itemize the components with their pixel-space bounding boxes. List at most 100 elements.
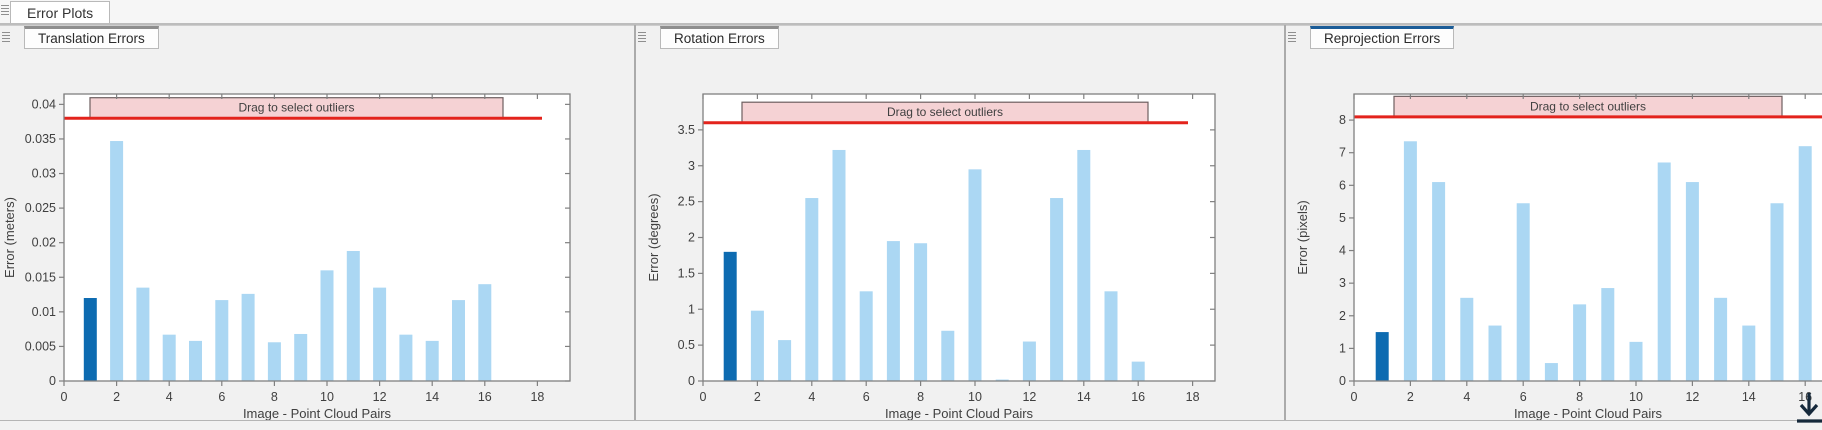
axes-box bbox=[1353, 93, 1822, 382]
bar bbox=[1432, 182, 1446, 381]
y-tick-label: 3 bbox=[1339, 276, 1346, 290]
y-tick-label: 0.015 bbox=[25, 270, 56, 284]
figure-tab-strip: Error Plots bbox=[0, 0, 1822, 23]
bar bbox=[1131, 361, 1145, 381]
x-tick-label: 14 bbox=[1742, 390, 1756, 404]
bar bbox=[1104, 291, 1118, 381]
outlier-banner-label: Drag to select outliers bbox=[887, 105, 1003, 119]
x-tick-label: 6 bbox=[218, 390, 225, 404]
bar bbox=[1742, 325, 1756, 381]
bar bbox=[1685, 182, 1699, 381]
export-down-arrow-icon[interactable] bbox=[1792, 390, 1822, 430]
x-tick-label: 0 bbox=[61, 390, 68, 404]
tab-reprojection-errors-label: Reprojection Errors bbox=[1324, 31, 1441, 46]
y-tick-label: 0.5 bbox=[678, 338, 695, 352]
y-tick-label: 0.02 bbox=[32, 236, 56, 250]
panel-divider[interactable] bbox=[1284, 25, 1286, 420]
tab-strip-divider bbox=[0, 23, 1822, 25]
x-tick-label: 8 bbox=[271, 390, 278, 404]
strip-grip-icon[interactable] bbox=[1, 5, 10, 15]
bar bbox=[1516, 203, 1530, 381]
x-tick-label: 0 bbox=[700, 390, 707, 404]
x-tick-label: 18 bbox=[1186, 390, 1200, 404]
x-tick-label: 10 bbox=[968, 390, 982, 404]
x-tick-label: 10 bbox=[320, 390, 334, 404]
panel-rotation-errors: Rotation Errors Drag to select outliers 0… bbox=[636, 25, 1284, 421]
bottom-strip bbox=[0, 420, 1822, 430]
y-tick-label: 4 bbox=[1339, 244, 1346, 258]
y-tick-label: 7 bbox=[1339, 146, 1346, 160]
y-tick-label: 0.01 bbox=[32, 305, 56, 319]
bar bbox=[373, 287, 387, 381]
x-tick-label: 2 bbox=[754, 390, 761, 404]
bar bbox=[723, 251, 737, 381]
tab-error-plots[interactable]: Error Plots bbox=[10, 1, 111, 23]
bar bbox=[452, 300, 465, 381]
bar bbox=[859, 291, 873, 381]
bar bbox=[1544, 363, 1558, 381]
y-axis-label: Error (meters) bbox=[2, 197, 17, 278]
bar bbox=[320, 270, 334, 381]
bar bbox=[1657, 162, 1671, 381]
y-tick-label: 8 bbox=[1339, 113, 1346, 127]
x-axis-label: Image - Point Cloud Pairs bbox=[885, 406, 1034, 420]
rotation-errors-chart[interactable]: Drag to select outliers 0 2 4 6 8 10 12 14 16 18 0 0… bbox=[636, 48, 1284, 421]
bar bbox=[886, 241, 900, 381]
rotation-tabstrip: Rotation Errors bbox=[636, 25, 1284, 49]
y-tick-label: 1 bbox=[688, 302, 695, 316]
reprojection-errors-chart[interactable]: Drag to select outliers02468101214161801… bbox=[1286, 48, 1822, 421]
bar bbox=[162, 334, 176, 381]
panel-grip-icon[interactable] bbox=[2, 32, 11, 42]
panel-grip-icon[interactable] bbox=[638, 32, 647, 42]
plot-area[interactable] bbox=[703, 94, 1215, 381]
bar bbox=[832, 149, 846, 381]
bar bbox=[110, 141, 124, 381]
tab-error-plots-label: Error Plots bbox=[27, 4, 94, 21]
y-tick-label: 0 bbox=[49, 374, 56, 388]
y-tick-label: 1.5 bbox=[678, 266, 695, 280]
y-tick-label: 2.5 bbox=[678, 195, 695, 209]
x-tick-label: 0 bbox=[1351, 390, 1358, 404]
y-tick-label: 5 bbox=[1339, 211, 1346, 225]
x-tick-label: 6 bbox=[1520, 390, 1527, 404]
bar bbox=[425, 340, 439, 381]
tab-rotation-errors[interactable]: Rotation Errors bbox=[660, 26, 779, 49]
outlier-banner-label: Drag to select outliers bbox=[1530, 99, 1646, 113]
bar bbox=[1403, 141, 1417, 381]
translation-tabstrip: Translation Errors bbox=[0, 25, 634, 49]
translation-errors-chart[interactable]: Drag to select outliers 0 2 4 6 8 10 12 14 16 18 0 0… bbox=[0, 48, 634, 421]
y-tick-label: 0.035 bbox=[25, 132, 56, 146]
bar bbox=[1050, 198, 1064, 381]
y-tick-label: 3 bbox=[688, 159, 695, 173]
bar bbox=[189, 340, 202, 381]
outlier-banner-label: Drag to select outliers bbox=[238, 101, 354, 115]
bar bbox=[914, 243, 928, 381]
bar bbox=[1460, 297, 1474, 381]
tab-reprojection-errors[interactable]: Reprojection Errors bbox=[1310, 26, 1455, 49]
x-axis-label: Image - Point Cloud Pairs bbox=[1514, 406, 1663, 420]
bar bbox=[1022, 341, 1036, 381]
reprojection-tabstrip: Reprojection Errors bbox=[1286, 25, 1822, 49]
y-axis-label: Error (degrees) bbox=[646, 193, 661, 281]
panel-divider[interactable] bbox=[634, 25, 636, 420]
x-tick-label: 2 bbox=[113, 390, 120, 404]
bar bbox=[478, 284, 492, 381]
bar bbox=[1573, 304, 1587, 381]
x-tick-label: 16 bbox=[478, 390, 492, 404]
y-tick-label: 0.04 bbox=[32, 97, 56, 111]
bar bbox=[136, 287, 150, 381]
bar bbox=[83, 298, 97, 381]
x-tick-label: 4 bbox=[808, 390, 815, 404]
tab-translation-errors[interactable]: Translation Errors bbox=[24, 26, 159, 49]
bar bbox=[215, 300, 229, 381]
bar bbox=[294, 333, 308, 381]
bar bbox=[346, 250, 360, 381]
panel-translation-errors: Translation Errors Drag to select outlie… bbox=[0, 25, 634, 421]
x-tick-label: 6 bbox=[863, 390, 870, 404]
bar bbox=[1629, 341, 1643, 381]
bar bbox=[995, 379, 1009, 381]
panel-grip-icon[interactable] bbox=[1288, 32, 1297, 42]
bar bbox=[1077, 149, 1091, 381]
